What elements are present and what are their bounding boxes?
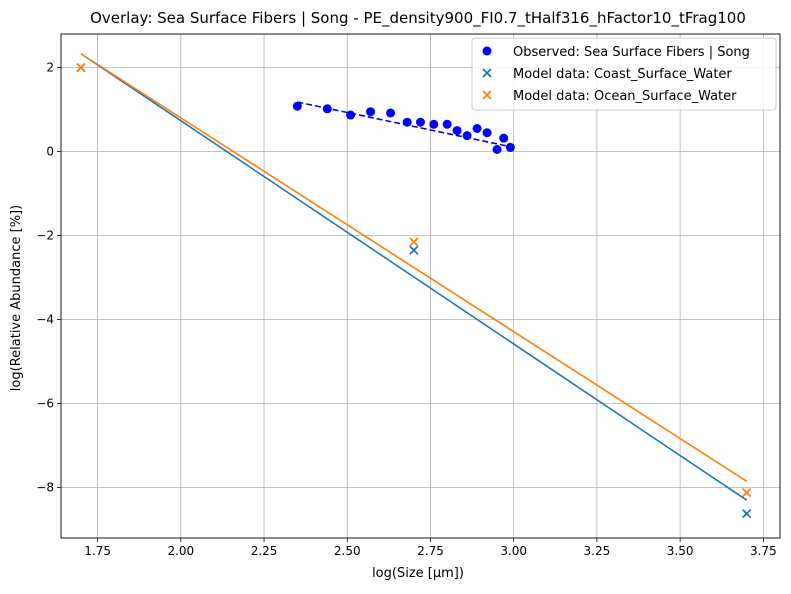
y-tick-label: −2 (36, 229, 54, 243)
data-point (472, 124, 482, 133)
x-marker-stroke (409, 237, 419, 247)
x-tick-label: 3.50 (667, 544, 694, 558)
data-point (409, 237, 419, 247)
y-tick-label: −4 (36, 313, 54, 327)
x-tick-label: 1.75 (84, 544, 111, 558)
x-axis-label: log(Size [μm]) (372, 566, 464, 581)
x-marker-stroke (742, 488, 752, 498)
legend-label: Model data: Coast_Surface_Water (513, 67, 732, 82)
y-tick-label: −6 (36, 397, 54, 411)
legend-label: Model data: Ocean_Surface_Water (513, 89, 737, 104)
legend-marker (482, 90, 492, 100)
x-tick-label: 3.25 (584, 544, 611, 558)
legend-marker (482, 68, 492, 78)
y-tick-label: 0 (46, 145, 54, 159)
x-marker-stroke (482, 68, 492, 78)
series-layer (76, 53, 752, 519)
x-tick-label: 2.25 (251, 544, 278, 558)
data-point (429, 119, 439, 129)
data-point (76, 62, 86, 73)
fit-line (80, 53, 748, 501)
data-point (499, 133, 509, 143)
y-axis-label: log(Relative Abundance [%]) (9, 205, 24, 391)
fit-line (80, 53, 748, 482)
series-3 (80, 53, 748, 501)
chart-title: Overlay: Sea Surface Fibers | Song - PE_… (90, 9, 746, 28)
y-tick-label: −8 (36, 481, 54, 495)
data-point (442, 119, 452, 129)
data-point (416, 117, 425, 127)
fit-line (297, 101, 514, 149)
x-tick-label: 3.00 (500, 544, 527, 558)
x-tick-label: 2.75 (417, 544, 444, 558)
data-point (292, 101, 302, 111)
legend-marker (482, 46, 492, 56)
series-2 (76, 62, 752, 519)
data-point (409, 245, 419, 255)
grid (61, 34, 780, 538)
data-point (366, 107, 376, 117)
data-point (386, 108, 396, 118)
x-marker-stroke (409, 245, 419, 255)
data-point (346, 110, 356, 120)
legend-label: Observed: Sea Surface Fibers | Song (513, 45, 750, 60)
legend-box (471, 37, 777, 111)
x-tick-label: 2.50 (334, 544, 361, 558)
x-tick-label: 2.00 (167, 544, 194, 558)
data-point (452, 126, 462, 136)
plot-frame (60, 33, 781, 539)
data-point (482, 128, 492, 138)
series-4 (76, 62, 752, 498)
x-marker-stroke (742, 509, 752, 519)
data-point (742, 488, 752, 498)
data-point (742, 509, 752, 519)
legend: Observed: Sea Surface Fibers | Song Model… (471, 37, 777, 111)
x-tick-label: 3.75 (750, 544, 777, 558)
x-marker-stroke (76, 62, 86, 73)
y-tick-label: 2 (46, 61, 54, 75)
series-1 (297, 101, 514, 149)
x-marker-stroke (482, 90, 492, 100)
data-point (492, 145, 502, 154)
axis-ticks: 1.75 2.00 2.25 2.50 2.75 3.00 3.25 3.50 3.75 −8 −6… (36, 61, 776, 558)
series-5 (80, 53, 748, 482)
